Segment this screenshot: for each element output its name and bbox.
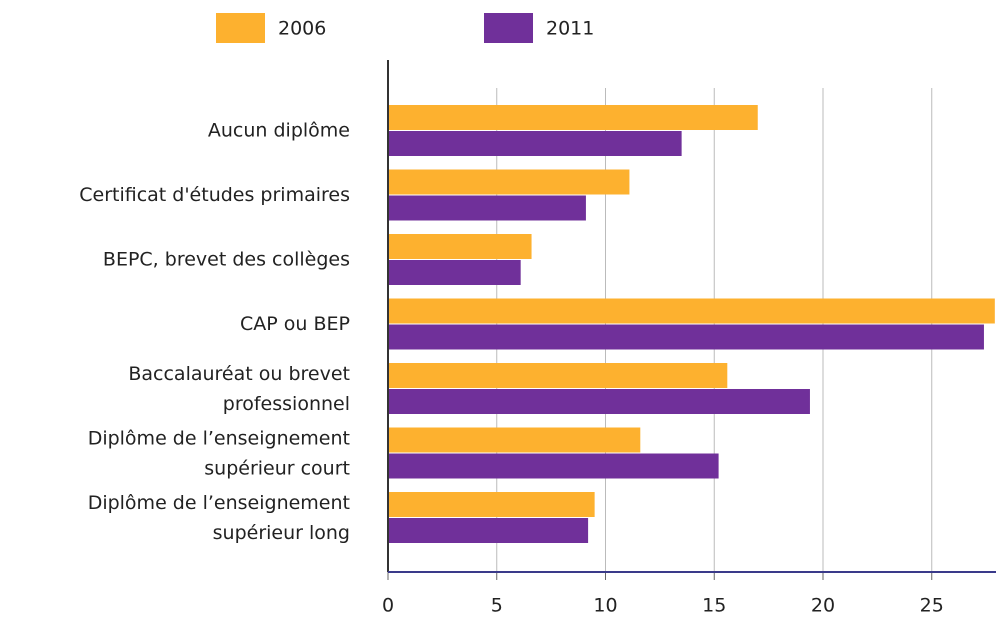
bar	[388, 453, 719, 479]
bar	[388, 518, 589, 543]
bar	[388, 492, 595, 517]
y-tick-label: BEPC, brevet des collèges	[103, 249, 350, 271]
legend-label: 2006	[278, 18, 326, 40]
x-tick-label: 0	[382, 595, 394, 617]
bar	[388, 169, 630, 195]
y-tick-label: Diplôme de l’enseignement supérieur long	[88, 492, 350, 544]
bar	[388, 427, 641, 453]
x-tick-label: 20	[811, 595, 835, 617]
bar	[388, 234, 532, 259]
y-tick-label: Certificat d'études primaires	[79, 184, 350, 206]
bar	[388, 131, 682, 156]
legend-label: 2011	[546, 18, 594, 40]
bar	[388, 260, 521, 285]
x-tick-label: 5	[491, 595, 503, 617]
bar	[388, 298, 995, 324]
legend-swatch	[216, 13, 265, 43]
x-tick-label: 15	[702, 595, 726, 617]
y-tick-label: Aucun diplôme	[208, 120, 350, 142]
y-tick-label: Baccalauréat ou brevet professionnel	[128, 363, 350, 415]
bar	[388, 324, 984, 350]
legend-swatch	[484, 13, 533, 43]
bar	[388, 195, 586, 221]
bar	[388, 105, 758, 130]
bar	[388, 389, 810, 414]
x-tick-label: 25	[920, 595, 944, 617]
bar	[388, 363, 728, 388]
x-tick-label: 10	[593, 595, 617, 617]
y-tick-label: CAP ou BEP	[240, 313, 350, 335]
y-tick-label: Diplôme de l’enseignement supérieur court	[88, 427, 350, 479]
